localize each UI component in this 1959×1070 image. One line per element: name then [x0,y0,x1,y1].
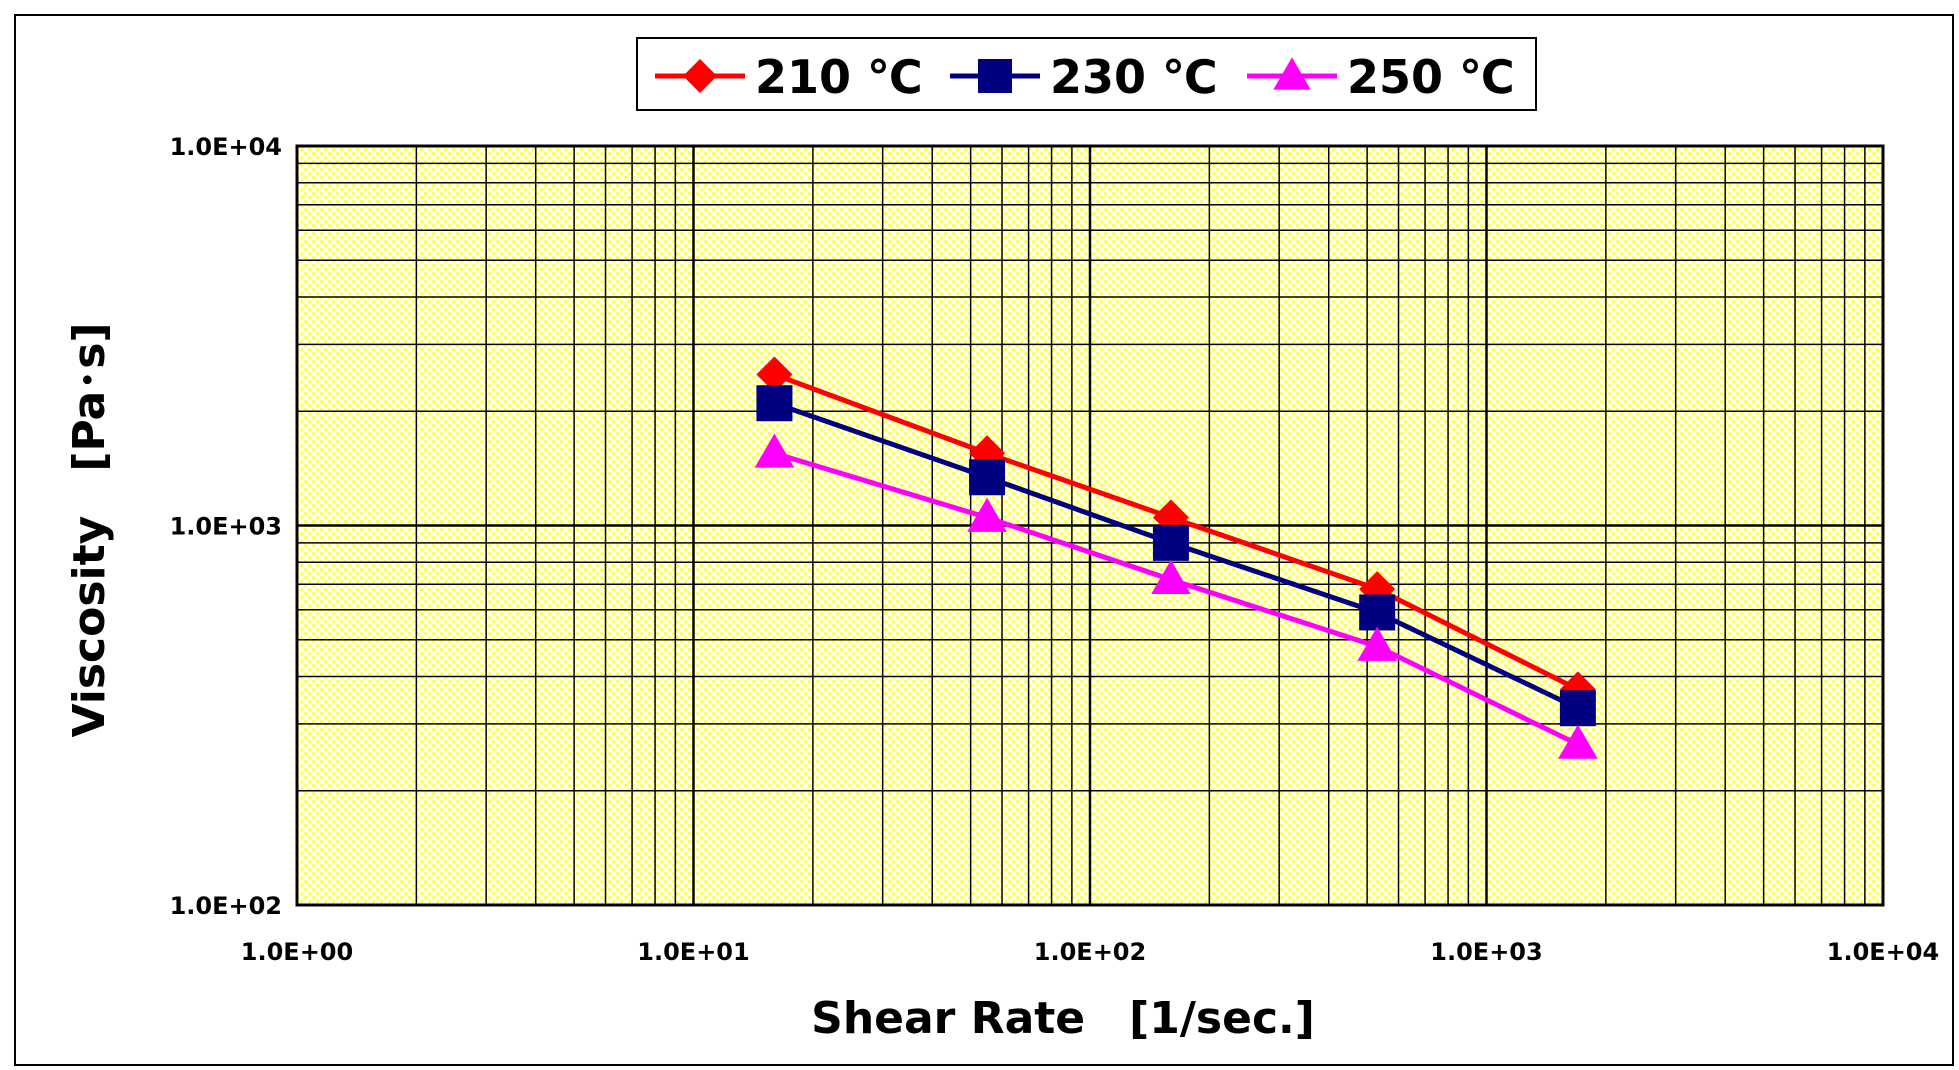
data-point-triangle [1558,724,1598,759]
y-tick-label: 1.0E+04 [170,133,282,161]
y-tick-label: 1.0E+02 [170,892,282,920]
legend-label: 230 ℃ [1050,50,1218,104]
data-point-triangle [967,497,1007,532]
x-tick-label: 1.0E+04 [1827,938,1939,966]
data-point-square [1359,594,1396,631]
y-tick-label: 1.0E+03 [170,513,282,541]
x-axis-ticks: 1.0E+00 1.0E+01 1.0E+02 1.0E+03 1.0E+04 [241,938,1939,966]
data-point-square [978,59,1012,93]
legend-item: 230 ℃ [950,50,1218,104]
series-group [754,433,1598,759]
data-point-triangle [1273,57,1311,90]
legend: 210 ℃ 230 ℃ 250 ℃ [636,37,1537,111]
data-point-triangle [1357,626,1397,661]
plot-border [295,144,1885,907]
legend-label: 210 ℃ [755,50,923,104]
series-layer [754,356,1598,759]
x-tick-label: 1.0E+03 [1430,938,1542,966]
x-tick-label: 1.0E+02 [1034,938,1146,966]
y-axis-ticks: 1.0E+02 1.0E+03 1.0E+04 [170,133,282,920]
legend-item: 210 ℃ [655,50,923,104]
x-tick-label: 1.0E+00 [241,938,353,966]
data-point-triangle [1151,559,1191,595]
legend-item: 250 ℃ [1247,50,1515,104]
legend-label: 250 ℃ [1347,50,1515,104]
x-axis-title: Shear Rate [1/sec.] [811,993,1315,1044]
data-point-diamond [683,59,717,93]
data-point-square [1152,524,1189,561]
x-tick-label: 1.0E+01 [637,938,749,966]
data-point-triangle [754,433,795,468]
data-point-square [1559,690,1596,727]
data-point-square [969,459,1006,496]
legend-box [636,37,1537,111]
grid [295,146,1883,907]
y-axis-title: Viscosity [Pa･s] [64,322,115,737]
data-point-square [756,385,793,422]
series-group [756,385,1596,727]
data-point-diamond [756,356,793,393]
